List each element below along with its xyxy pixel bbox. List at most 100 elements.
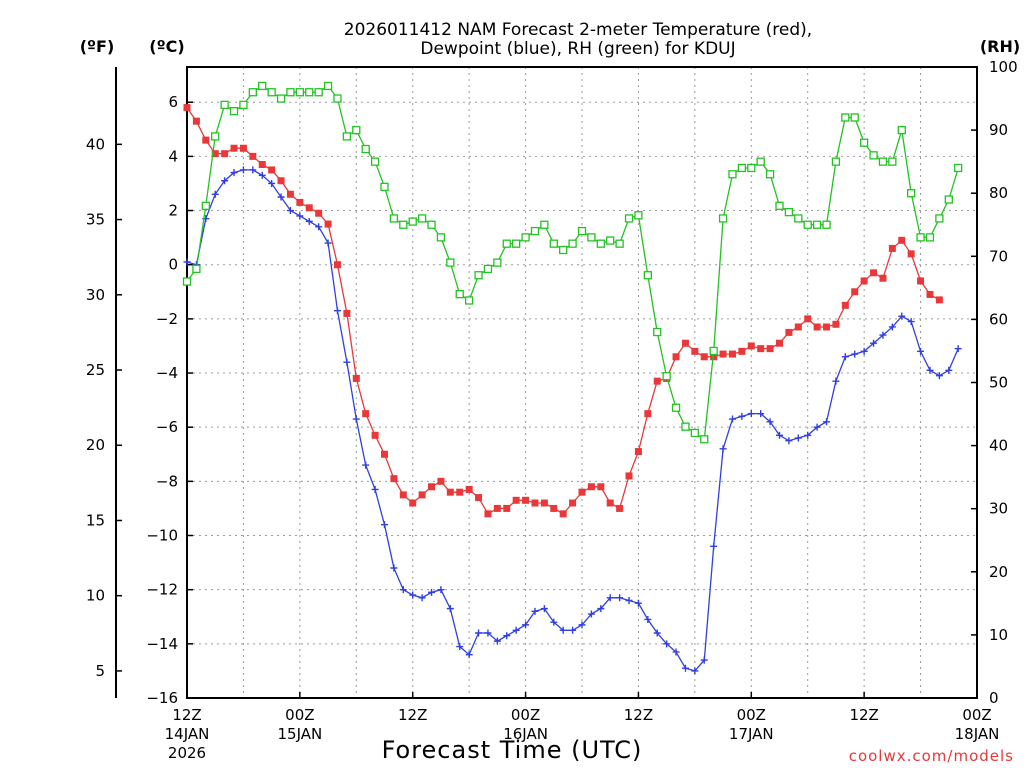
- dewpoint-point: [296, 212, 304, 220]
- rh-point: [831, 157, 841, 166]
- temperature-point: [315, 209, 323, 217]
- temperature-point: [409, 499, 417, 507]
- celsius-tick-label: −8: [156, 472, 178, 490]
- dewpoint-point: [249, 166, 257, 174]
- dewpoint-point: [700, 656, 708, 664]
- rh-point: [417, 214, 427, 223]
- temperature-point: [183, 104, 191, 112]
- dewpoint-point: [945, 366, 953, 374]
- temperature-point: [757, 345, 765, 353]
- dewpoint-point: [907, 318, 915, 326]
- temperature-point: [522, 496, 530, 504]
- temperature-point: [540, 499, 548, 507]
- dewpoint-point: [277, 193, 285, 201]
- rh-point: [370, 157, 380, 166]
- temperature-point: [362, 410, 370, 418]
- rh-point: [474, 271, 483, 280]
- rh-point: [399, 220, 408, 229]
- temperature-point: [766, 345, 774, 353]
- temperature-point: [832, 320, 840, 328]
- temperature-point: [465, 485, 473, 493]
- x-tick-label: 00Z: [511, 706, 540, 724]
- fahrenheit-tick-label: 35: [86, 211, 105, 229]
- temperature-point: [823, 323, 831, 331]
- dewpoint-point: [522, 621, 530, 629]
- rh-point: [747, 163, 756, 173]
- dewpoint-point: [559, 626, 567, 634]
- temperature-point: [456, 488, 464, 496]
- dewpoint-point: [305, 217, 313, 225]
- rh-tick-label: 80: [989, 184, 1008, 202]
- temperature-point: [926, 290, 934, 298]
- rh-point: [718, 214, 728, 223]
- rh-point: [389, 214, 399, 223]
- rh-point: [775, 201, 784, 210]
- temperature-point: [202, 136, 210, 144]
- temperature-point: [691, 347, 699, 355]
- temperature-series: [183, 104, 943, 518]
- dewpoint-point: [954, 345, 962, 353]
- temperature-point: [625, 472, 633, 480]
- temperature-point: [606, 499, 614, 507]
- dewpoint-point: [935, 372, 943, 380]
- celsius-tick-label: −6: [156, 418, 178, 436]
- dewpoint-point: [550, 618, 558, 626]
- dewpoint-point: [371, 485, 379, 493]
- dewpoint-point: [315, 223, 323, 231]
- temperature-point: [653, 377, 661, 385]
- temperature-point: [728, 350, 736, 358]
- chart-title-line-2: Dewpoint (blue), RH (green) for KDUJ: [420, 39, 735, 59]
- dewpoint-point: [399, 586, 407, 594]
- rh-point: [568, 239, 577, 248]
- temperature-point: [917, 277, 925, 285]
- series-group: [182, 81, 963, 675]
- dewpoint-point: [587, 610, 595, 618]
- temperature-point: [785, 328, 793, 336]
- celsius-tick-label: −12: [146, 581, 178, 599]
- rh-point: [944, 195, 953, 204]
- dewpoint-point: [832, 377, 840, 385]
- dewpoint-point: [870, 339, 878, 347]
- temperature-point: [587, 483, 595, 491]
- rh-point: [380, 182, 389, 192]
- rh-point: [286, 88, 295, 97]
- rh-point: [229, 107, 239, 116]
- temperature-point: [672, 353, 680, 361]
- fahrenheit-tick-label: 10: [86, 587, 105, 605]
- rh-point: [352, 125, 361, 135]
- temperature-point: [550, 504, 558, 512]
- temperature-point: [851, 288, 859, 296]
- temperature-point: [879, 274, 887, 282]
- dewpoint-point: [794, 434, 802, 442]
- celsius-tick-label: 4: [168, 147, 178, 165]
- dewpoint-point: [823, 418, 831, 426]
- rh-point: [342, 132, 352, 141]
- x-tick-label: 15JAN: [277, 725, 322, 743]
- temperature-point: [860, 277, 868, 285]
- rh-point: [192, 264, 201, 274]
- temperature-point: [258, 160, 266, 168]
- rh-point: [737, 163, 747, 173]
- rh-point: [690, 428, 700, 438]
- dewpoint-point: [851, 350, 859, 358]
- rh-point: [258, 81, 267, 91]
- rh-series: [182, 81, 963, 444]
- dewpoint-point: [719, 445, 727, 453]
- dewpoint-point: [475, 629, 483, 637]
- temperature-point: [700, 353, 708, 361]
- chart-title-line-1: 2026011412 NAM Forecast 2-meter Temperat…: [344, 20, 812, 40]
- temperature-point: [512, 496, 520, 504]
- temperature-point: [221, 150, 229, 158]
- dewpoint-point: [493, 637, 501, 645]
- dewpoint-point: [747, 410, 755, 418]
- rh-point: [483, 264, 493, 274]
- x-tick-label: 12Z: [172, 706, 201, 724]
- rh-point: [916, 233, 925, 242]
- rh-point: [361, 144, 370, 154]
- rh-point: [596, 239, 605, 248]
- x-tick-label: 12Z: [849, 706, 878, 724]
- dewpoint-point: [738, 412, 746, 420]
- rh-point: [634, 211, 643, 220]
- rh-tick-label: 20: [989, 563, 1008, 581]
- x-tick-label: 12Z: [624, 706, 653, 724]
